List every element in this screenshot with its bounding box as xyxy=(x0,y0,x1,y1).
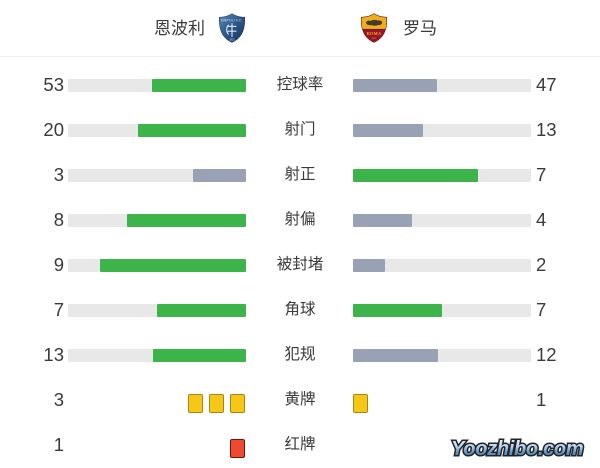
svg-text:1921: 1921 xyxy=(229,38,235,41)
svg-text:ROMA: ROMA xyxy=(367,31,382,36)
svg-text:EMPOLI F.C.: EMPOLI F.C. xyxy=(221,19,243,23)
